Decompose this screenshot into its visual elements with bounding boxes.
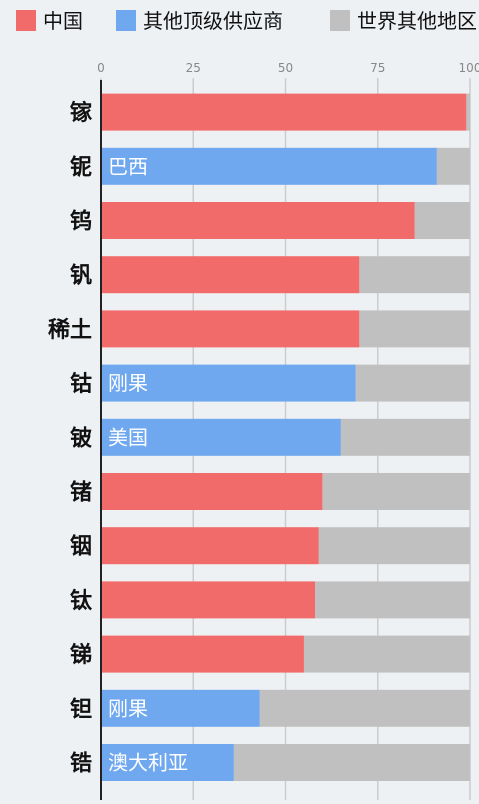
category-label: 钨 [70, 210, 92, 235]
bar-top-supplier-9 [101, 581, 316, 619]
bar-top-supplier-6 [101, 418, 341, 456]
bar-top-supplier-5 [101, 364, 356, 402]
category-label: 钽 [70, 696, 92, 722]
legend-label-0: 中国 [43, 9, 83, 33]
bar-rest-9 [315, 581, 470, 619]
bar-rest-10 [303, 635, 470, 673]
bar-supplier-label: 美国 [108, 425, 148, 449]
bar-rest-2 [414, 202, 470, 239]
bar-rest-6 [340, 418, 470, 456]
bar-rest-0 [466, 93, 470, 131]
bar-supplier-label: 澳大利亚 [108, 751, 188, 775]
bar-top-supplier-12 [101, 744, 234, 781]
x-tick-label: 50 [278, 61, 293, 75]
bar-top-supplier-8 [101, 527, 319, 565]
legend-swatch-2 [330, 10, 350, 31]
category-label: 镓 [70, 100, 93, 126]
bar-top-supplier-10 [101, 635, 304, 673]
x-tick-label: 25 [186, 61, 201, 75]
x-tick-label: 75 [370, 61, 385, 75]
bar-rest-4 [359, 310, 470, 348]
bar-rest-8 [318, 527, 470, 565]
category-label: 锑 [70, 642, 92, 668]
category-label: 锗 [70, 480, 92, 506]
category-label: 稀土 [48, 317, 92, 343]
bar-supplier-label: 刚果 [108, 696, 148, 720]
bar-top-supplier-0 [101, 93, 467, 131]
legend-label-1: 其他顶级供应商 [143, 9, 283, 33]
bar-top-supplier-2 [101, 202, 415, 239]
category-label: 钴 [70, 371, 92, 397]
category-label: 铌 [70, 155, 92, 180]
bar-top-supplier-4 [101, 310, 360, 348]
category-label: 铍 [70, 426, 92, 451]
category-label: 锆 [70, 751, 92, 777]
x-tick-label: 0 [97, 61, 105, 75]
legend-swatch-0 [16, 10, 36, 31]
bar-rest-7 [322, 473, 470, 510]
category-label: 钒 [70, 264, 92, 289]
bar-supplier-label: 巴西 [108, 154, 148, 178]
bar-rest-5 [355, 364, 470, 402]
bar-top-supplier-7 [101, 473, 323, 510]
bar-top-supplier-11 [101, 689, 260, 727]
x-tick-label: 100 [459, 61, 479, 75]
legend-label-2: 世界其他地区 [357, 9, 477, 33]
bar-rest-12 [233, 744, 470, 781]
bar-rest-1 [436, 147, 470, 185]
bar-rest-3 [359, 256, 470, 294]
bar-top-supplier-1 [101, 147, 437, 185]
bar-top-supplier-3 [101, 256, 360, 294]
category-label: 铟 [70, 534, 92, 560]
legend-swatch-1 [116, 10, 136, 31]
bar-supplier-label: 刚果 [108, 371, 148, 395]
category-label: 钛 [70, 588, 93, 614]
bar-rest-11 [259, 689, 470, 727]
